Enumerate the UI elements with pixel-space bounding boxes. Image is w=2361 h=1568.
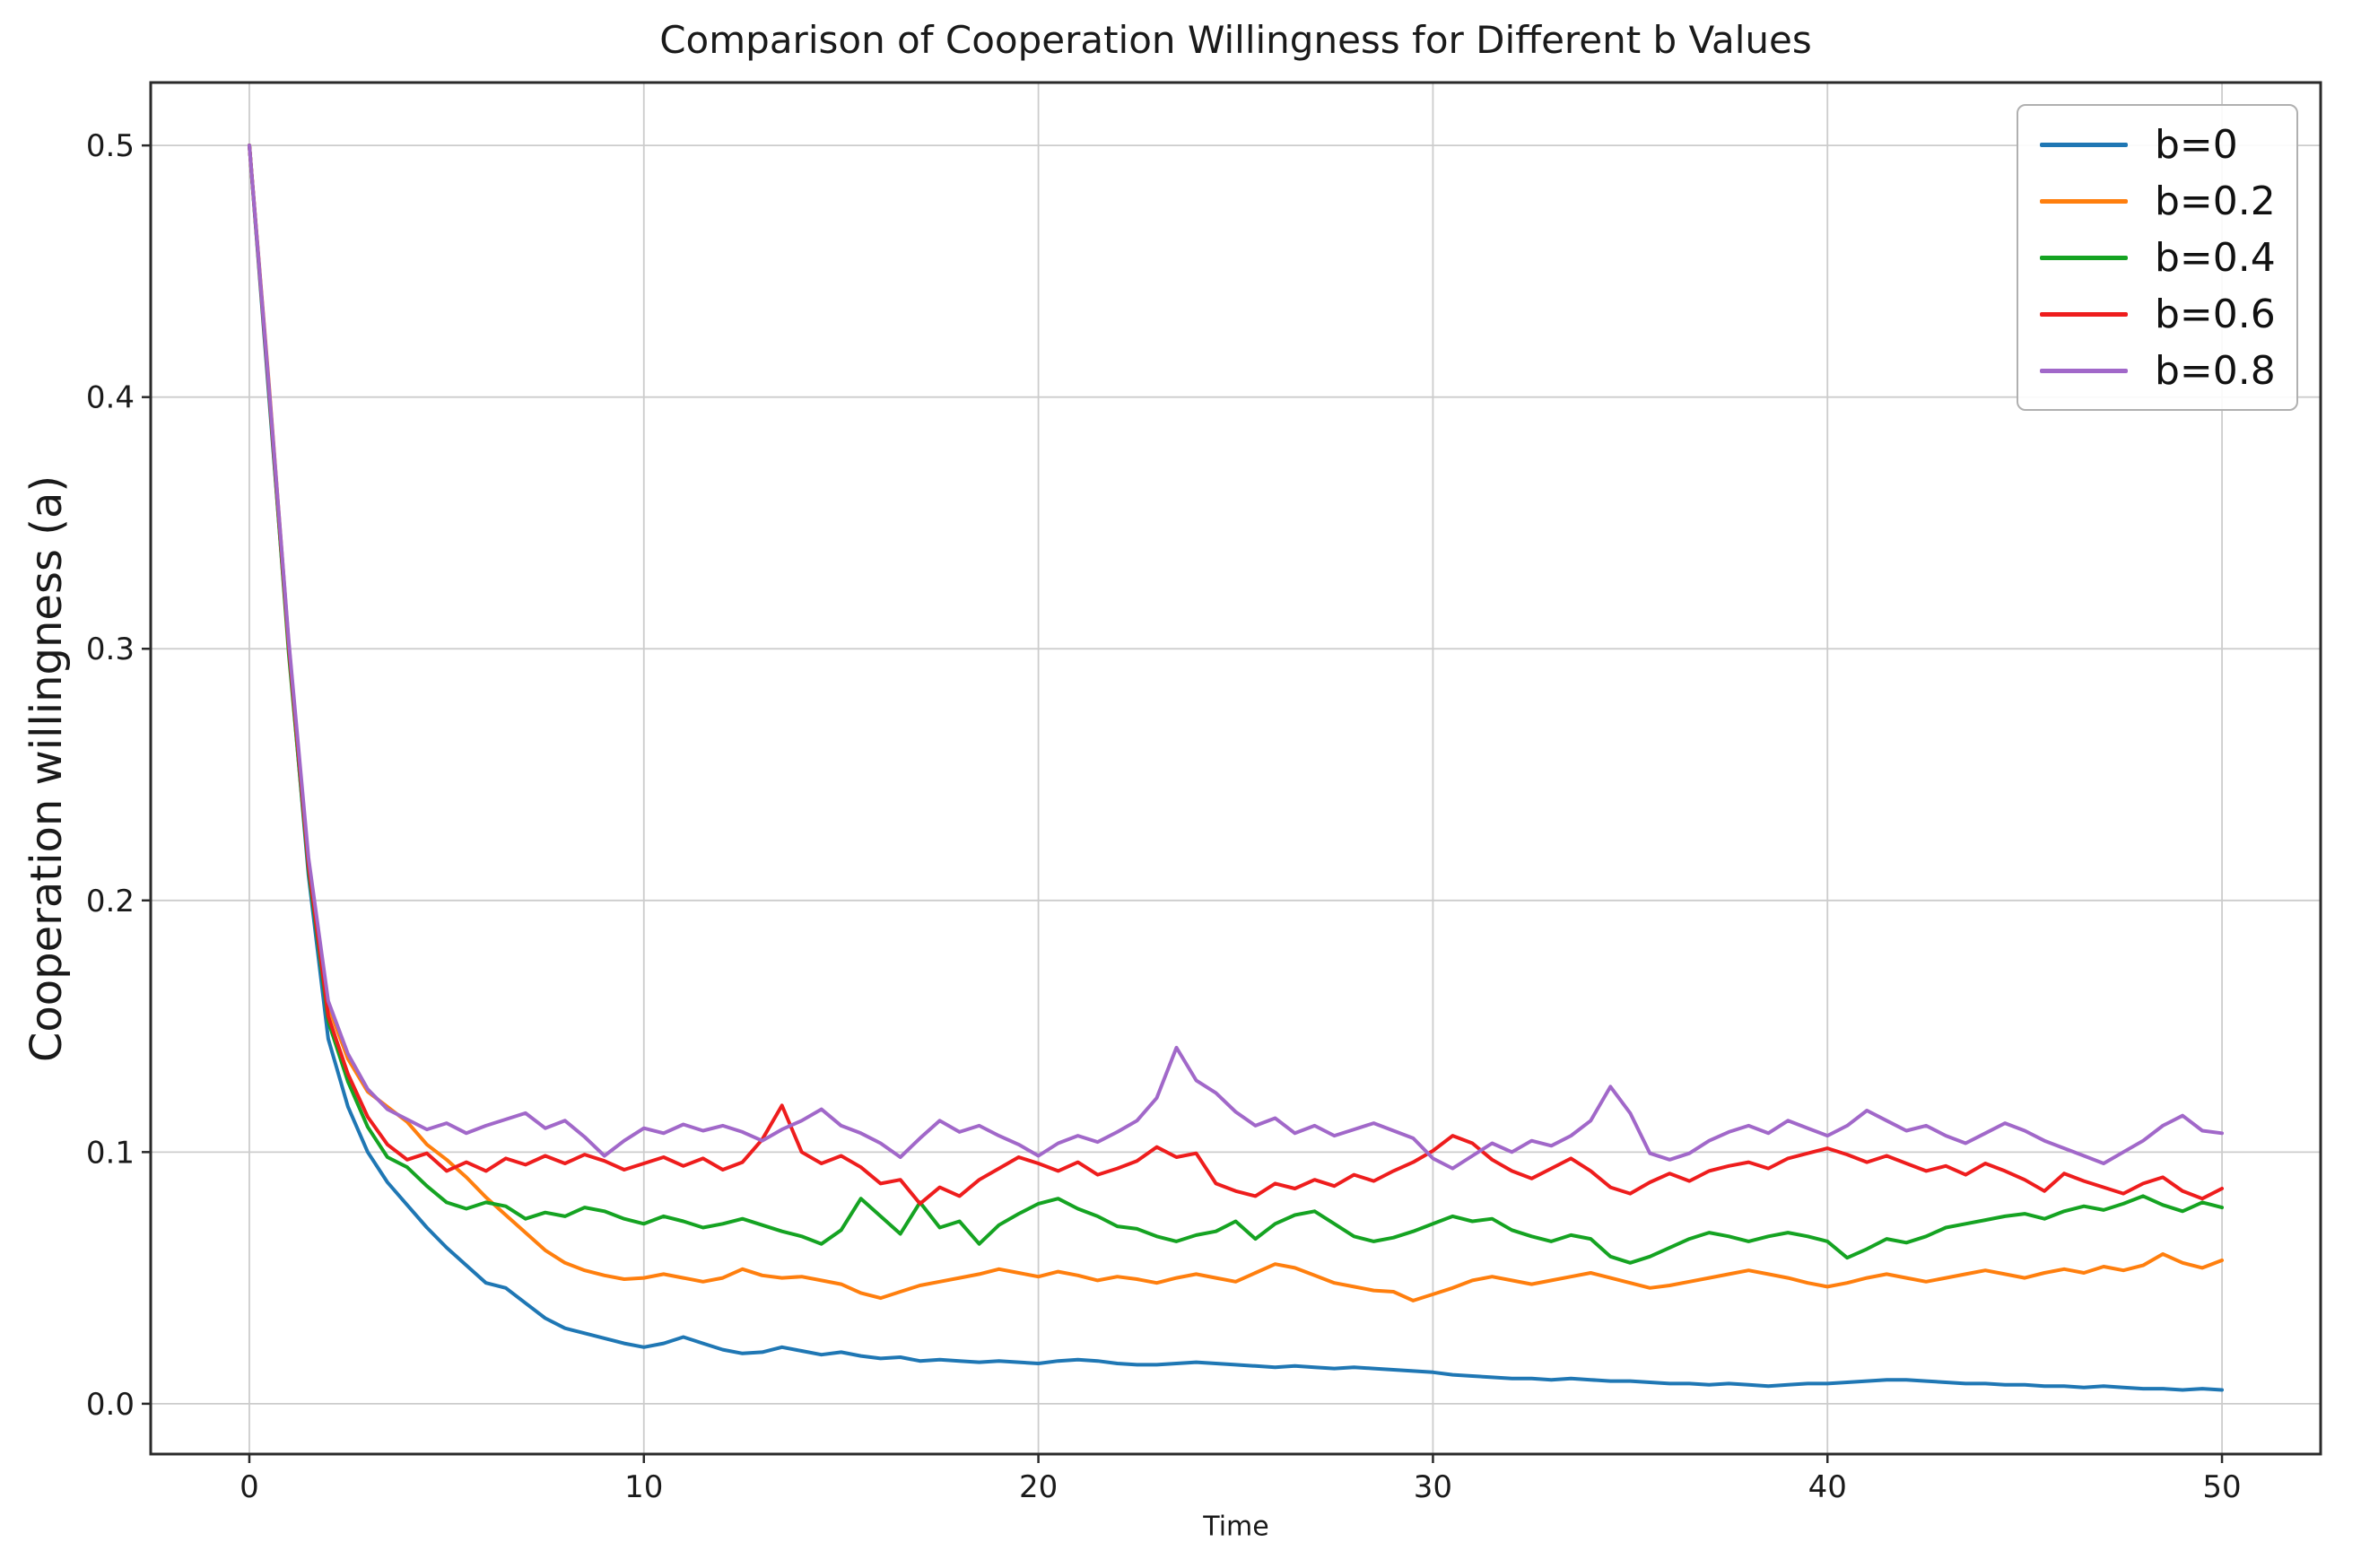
y-tick-label: 0.0	[86, 1387, 135, 1423]
plot-border	[149, 81, 2322, 1456]
legend-line-swatch	[2040, 143, 2128, 147]
legend-item-label: b=0.8	[2155, 347, 2276, 394]
y-tick-label: 0.2	[86, 884, 135, 919]
x-tick-label: 10	[624, 1469, 663, 1505]
x-axis-label: Time	[1203, 1511, 1269, 1543]
legend-line-swatch	[2040, 256, 2128, 260]
x-tick-label: 0	[240, 1469, 259, 1505]
x-tick-label: 40	[1808, 1469, 1847, 1505]
legend: b=0 b=0.2 b=0.4 b=0.6 b=0.8	[2017, 104, 2298, 411]
y-tick-label: 0.3	[86, 632, 135, 667]
legend-line-swatch	[2040, 369, 2128, 373]
legend-item: b=0.4	[2040, 230, 2296, 286]
y-axis-label: Cooperation willingness (a)	[22, 475, 72, 1063]
legend-item-label: b=0.4	[2155, 234, 2276, 281]
legend-item-label: b=0.2	[2155, 178, 2276, 224]
legend-item-label: b=0.6	[2155, 291, 2276, 337]
legend-line-swatch	[2040, 199, 2128, 204]
x-tick-label: 50	[2202, 1469, 2241, 1505]
legend-item: b=0	[2040, 117, 2296, 173]
x-tick-label: 30	[1414, 1469, 1452, 1505]
y-tick-label: 0.1	[86, 1135, 135, 1171]
legend-line-swatch	[2040, 312, 2128, 317]
legend-item: b=0.2	[2040, 173, 2296, 230]
chart-title: Comparison of Cooperation Willingness fo…	[659, 18, 1812, 62]
x-tick-label: 20	[1019, 1469, 1058, 1505]
legend-item: b=0.6	[2040, 286, 2296, 343]
y-tick-label: 0.5	[86, 128, 135, 164]
legend-item-label: b=0	[2155, 121, 2238, 168]
y-tick-label: 0.4	[86, 380, 135, 416]
legend-item: b=0.8	[2040, 343, 2296, 399]
